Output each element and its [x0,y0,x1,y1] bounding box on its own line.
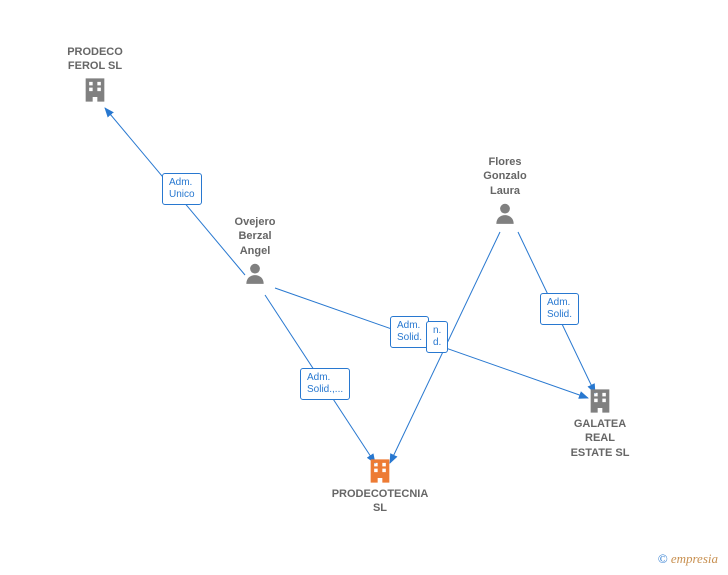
person-icon [465,200,545,226]
node-label: FloresGonzaloLaura [465,155,545,198]
building-icon [45,76,145,104]
node-label: PRODECOFEROL SL [45,45,145,74]
node-label-line: SL [330,501,430,515]
node-label-line: ESTATE SL [550,446,650,460]
node-galatea[interactable]: GALATEAREALESTATE SL [550,385,650,460]
edge-label-line: Adm. [307,372,343,384]
edge-label-line: Unico [169,189,195,201]
edge-label-line: Solid.,... [307,384,343,396]
node-label-line: Angel [215,244,295,258]
node-label-line: Berzal [215,229,295,243]
node-label-line: Ovejero [215,215,295,229]
node-label-line: PRODECOTECNIA [330,487,430,501]
building-icon [330,457,430,485]
node-label-line: Gonzalo [465,169,545,183]
node-label: OvejeroBerzalAngel [215,215,295,258]
edge-label: Adm.Solid.,... [300,368,350,400]
node-ovejero[interactable]: OvejeroBerzalAngel [215,215,295,288]
edge-label: Adm.Solid. [390,316,429,348]
node-label: PRODECOTECNIASL [330,487,430,516]
copyright-symbol: © [658,551,668,566]
edge-label-line: Solid. [397,332,422,344]
edge-label-line: Solid. [547,309,572,321]
person-icon [215,260,295,286]
node-label-line: Flores [465,155,545,169]
node-label-line: Laura [465,184,545,198]
node-prodeco_ferol[interactable]: PRODECOFEROL SL [45,45,145,106]
edge-label: Adm.Solid. [540,293,579,325]
node-label-line: FEROL SL [45,59,145,73]
watermark: ©empresia [658,551,718,567]
edge-label: Adm.Unico [162,173,202,205]
node-label-line: REAL [550,431,650,445]
edge-label-line: n. [433,325,441,337]
building-icon [550,387,650,415]
node-label-line: PRODECO [45,45,145,59]
node-label: GALATEAREALESTATE SL [550,417,650,460]
watermark-text: empresia [671,551,718,566]
edge-label-line: Adm. [547,297,572,309]
edge-label: n.d. [426,321,448,353]
edge-label-line: d. [433,337,441,349]
node-label-line: GALATEA [550,417,650,431]
edge-label-line: Adm. [397,320,422,332]
node-prodecotecnia[interactable]: PRODECOTECNIASL [330,455,430,516]
edge-label-line: Adm. [169,177,195,189]
node-flores[interactable]: FloresGonzaloLaura [465,155,545,228]
